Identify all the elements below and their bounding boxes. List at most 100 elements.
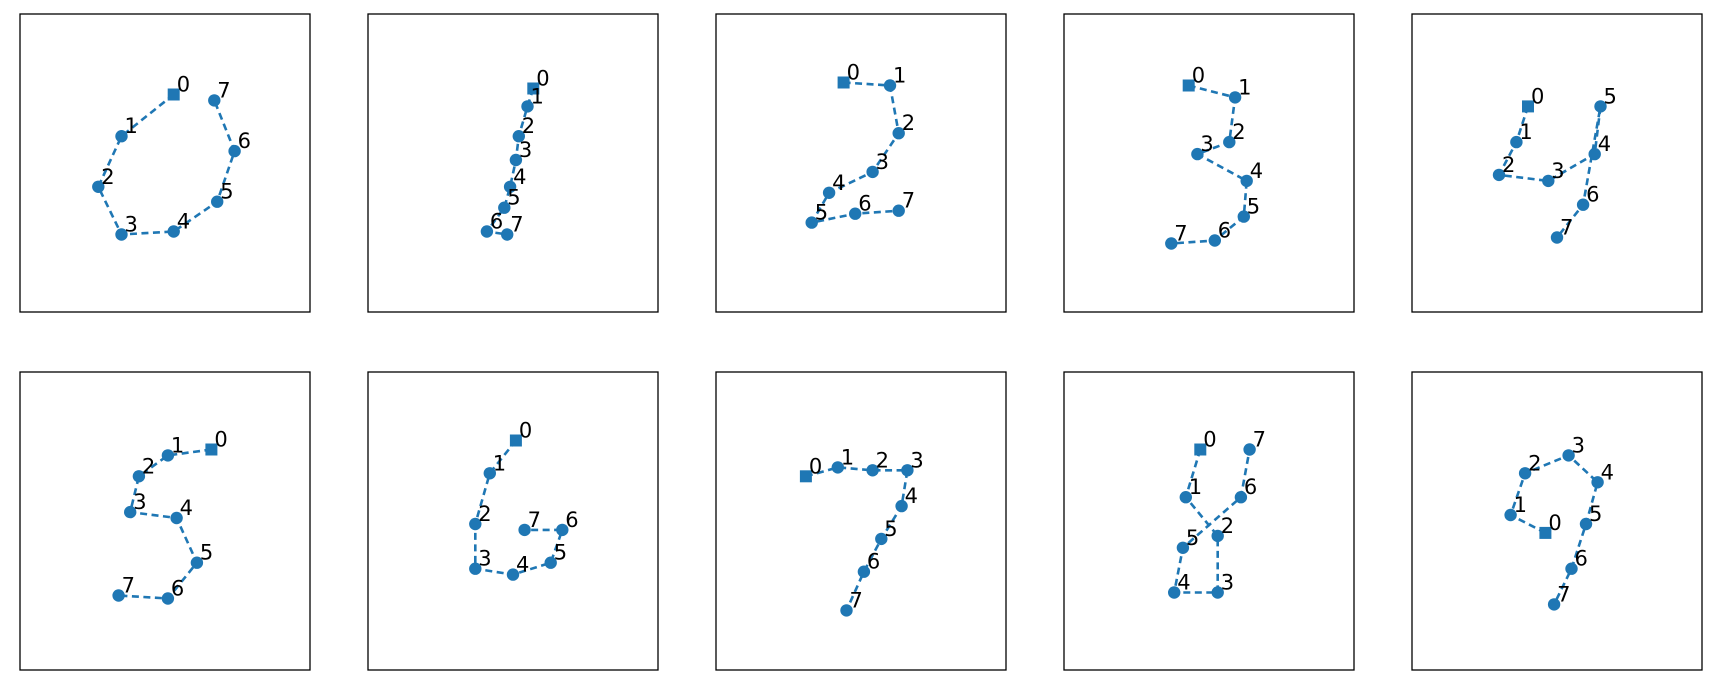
point-marker-1 [115, 130, 128, 143]
trajectory-line [1171, 84, 1249, 245]
point-label-4: 4 [832, 171, 845, 195]
point-marker-3 [469, 562, 482, 575]
point-marker-4 [167, 225, 180, 238]
point-marker-4 [1240, 174, 1253, 188]
point-label-1: 1 [171, 433, 184, 457]
point-marker-5 [1579, 517, 1593, 531]
point-label-4: 4 [513, 165, 526, 189]
point-marker-6 [857, 565, 871, 578]
point-label-7: 7 [1174, 222, 1187, 246]
point-marker-6 [556, 523, 569, 537]
point-marker-4 [895, 499, 908, 513]
point-label-3: 3 [133, 490, 146, 514]
point-marker-2 [892, 127, 905, 140]
point-marker-3 [115, 228, 128, 241]
point-label-7: 7 [850, 588, 863, 612]
panel-frame [715, 13, 1007, 313]
point-marker-3 [509, 153, 523, 167]
point-label-1: 1 [1519, 120, 1532, 144]
point-marker-5 [1237, 210, 1251, 223]
point-marker-6 [161, 592, 175, 605]
point-label-3: 3 [1221, 571, 1234, 595]
point-label-0: 0 [1548, 511, 1561, 535]
panel-9: 012 34 567 [1411, 371, 1703, 671]
point-marker-1 [1228, 91, 1242, 104]
point-marker-5 [1176, 541, 1190, 554]
point-marker-4 [170, 511, 183, 525]
point-label-4: 4 [905, 484, 918, 508]
point-marker-2 [1211, 529, 1224, 543]
panel-frame [1411, 13, 1703, 313]
point-label-5: 5 [1589, 502, 1602, 526]
point-label-1: 1 [1189, 475, 1202, 499]
point-label-1: 1 [531, 84, 544, 108]
panel-4: 0 12 3 4 5 67 [1411, 13, 1703, 313]
panel-frame [19, 371, 311, 671]
point-marker-1 [521, 100, 534, 113]
point-marker-5 [211, 195, 224, 208]
point-marker-2 [132, 470, 146, 483]
point-label-6: 6 [490, 210, 503, 234]
panel-frame [367, 371, 659, 671]
point-marker-7 [112, 589, 125, 602]
panel-frame [1063, 371, 1355, 671]
point-label-2: 2 [478, 502, 491, 526]
point-label-7: 7 [1253, 428, 1266, 452]
point-marker-2 [512, 130, 525, 143]
panel-3: 0 1 23 4 56 7 [1063, 13, 1355, 313]
point-label-4: 4 [1598, 132, 1611, 156]
point-label-3: 3 [478, 547, 491, 571]
point-label-3: 3 [519, 138, 532, 162]
start-point-marker [837, 76, 850, 89]
point-label-3: 3 [1572, 433, 1585, 457]
point-label-1: 1 [893, 64, 906, 88]
start-point-marker [1539, 526, 1552, 539]
point-label-4: 4 [177, 210, 190, 234]
point-marker-4 [506, 568, 520, 581]
point-label-5: 5 [884, 517, 897, 541]
point-marker-2 [1223, 135, 1236, 149]
trajectory-line [1496, 105, 1602, 239]
point-marker-1 [831, 461, 844, 474]
point-label-3: 3 [1200, 132, 1213, 156]
point-marker-6 [1208, 234, 1222, 247]
point-marker-7 [501, 228, 514, 241]
panel-8: 012 3 4 5 6 7 [1063, 371, 1355, 671]
point-label-6: 6 [1575, 547, 1588, 571]
point-label-2: 2 [522, 114, 535, 138]
point-label-3: 3 [1551, 159, 1564, 183]
point-marker-2 [1518, 467, 1532, 480]
point-label-5: 5 [220, 180, 233, 204]
point-marker-1 [161, 449, 175, 462]
point-label-1: 1 [1514, 493, 1527, 517]
point-marker-1 [1179, 491, 1193, 504]
point-marker-2 [469, 517, 482, 531]
point-marker-3 [1191, 147, 1204, 161]
panel-1: 01 23 456 7 [367, 13, 659, 313]
point-marker-3 [124, 505, 137, 519]
panel-frame [19, 13, 311, 313]
panel-frame [1063, 13, 1355, 313]
point-label-5: 5 [200, 541, 213, 565]
trajectory-line [1509, 453, 1600, 605]
point-label-3: 3 [876, 150, 889, 174]
point-label-4: 4 [1177, 571, 1190, 595]
point-label-0: 0 [214, 428, 227, 452]
point-marker-6 [480, 225, 494, 238]
point-marker-7 [892, 204, 905, 217]
point-marker-5 [544, 556, 557, 569]
point-marker-7 [518, 523, 531, 537]
start-point-marker [799, 470, 812, 483]
point-label-7: 7 [122, 574, 135, 598]
point-marker-5 [875, 532, 888, 546]
point-label-6: 6 [565, 508, 578, 532]
point-label-2: 2 [1502, 153, 1515, 177]
point-marker-3 [866, 165, 879, 179]
point-label-5: 5 [1247, 195, 1260, 219]
point-label-1: 1 [841, 445, 854, 469]
point-label-2: 2 [876, 448, 889, 472]
panel-5: 0 12 3 456 7 [19, 371, 311, 671]
point-label-0: 0 [536, 67, 549, 91]
trajectory-line [96, 93, 236, 236]
